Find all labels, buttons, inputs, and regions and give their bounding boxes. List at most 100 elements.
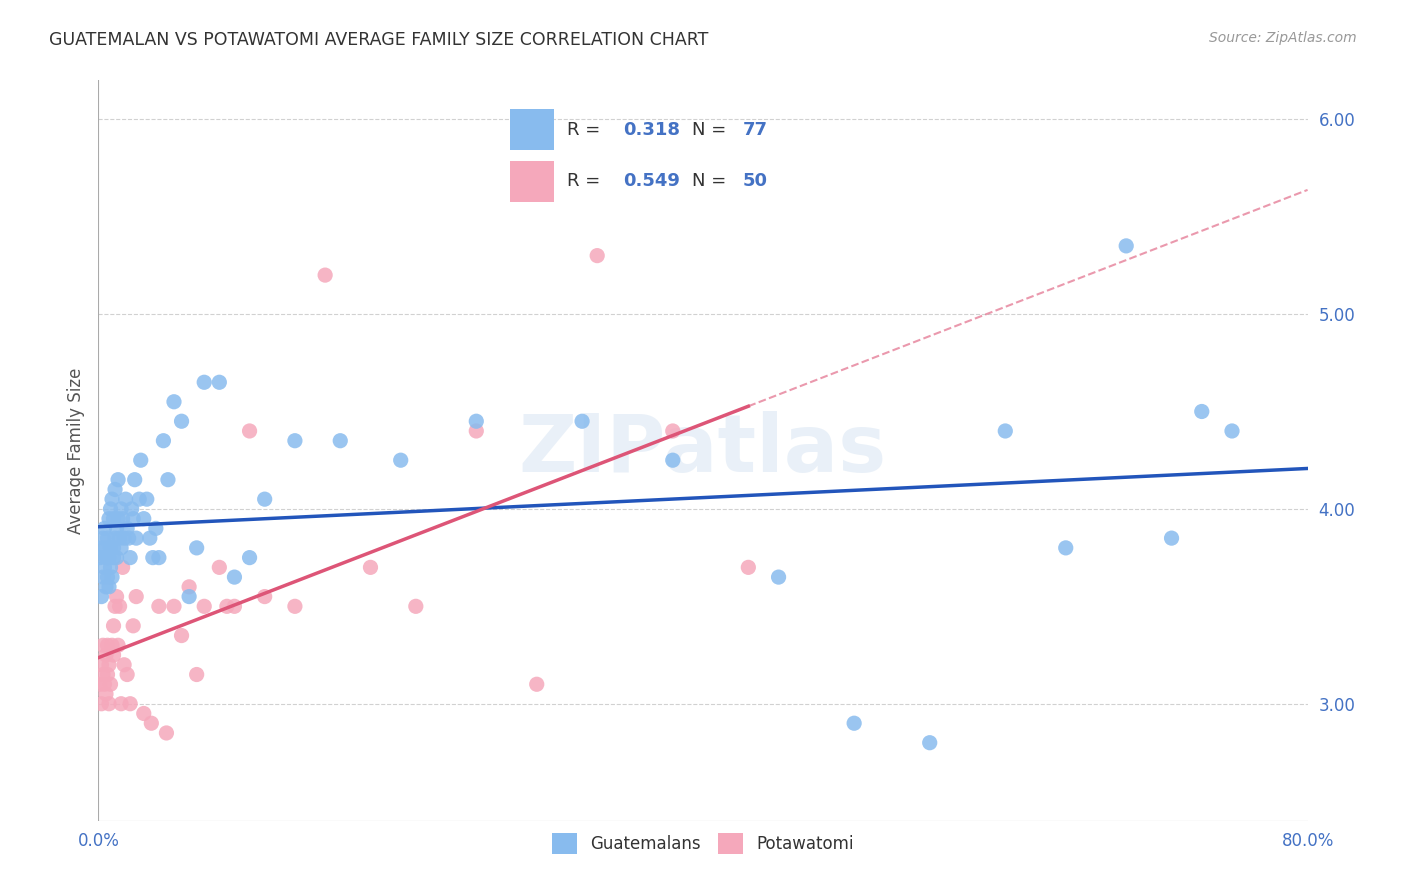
Point: [98, 697, 121, 711]
Point: [110, 541, 132, 555]
Point: [120, 697, 142, 711]
Point: [90, 541, 112, 555]
Point: [101, 492, 124, 507]
Point: [105, 521, 128, 535]
Point: [405, 599, 427, 614]
Point: [215, 599, 238, 614]
Point: [100, 502, 122, 516]
Point: [108, 599, 131, 614]
Legend: Guatemalans, Potawatomi: Guatemalans, Potawatomi: [546, 827, 860, 861]
Point: [163, 394, 186, 409]
Point: [112, 657, 135, 672]
Point: [586, 249, 609, 263]
Point: [111, 560, 134, 574]
Point: [120, 550, 142, 565]
Point: [360, 560, 382, 574]
Point: [208, 560, 231, 574]
Point: [96, 570, 118, 584]
Point: [103, 541, 125, 555]
Point: [124, 473, 146, 487]
Point: [101, 570, 124, 584]
Point: [90, 590, 112, 604]
Point: [98, 657, 121, 672]
Point: [98, 580, 121, 594]
Point: [94, 648, 117, 662]
Point: [186, 667, 208, 681]
Point: [1220, 424, 1243, 438]
Point: [122, 511, 145, 525]
Text: Source: ZipAtlas.com: Source: ZipAtlas.com: [1209, 31, 1357, 45]
Point: [112, 531, 135, 545]
Point: [122, 619, 145, 633]
Point: [571, 414, 593, 428]
Point: [129, 453, 152, 467]
Point: [768, 570, 790, 584]
Point: [389, 453, 412, 467]
Point: [1054, 541, 1077, 555]
Point: [96, 531, 118, 545]
Point: [93, 521, 115, 535]
Point: [103, 648, 125, 662]
Point: [179, 580, 201, 594]
Point: [125, 590, 148, 604]
Point: [93, 677, 115, 691]
Point: [90, 697, 112, 711]
Point: [104, 531, 127, 545]
Point: [110, 697, 132, 711]
Point: [163, 599, 186, 614]
Point: [142, 550, 165, 565]
Point: [90, 657, 112, 672]
Point: [94, 687, 117, 701]
Point: [104, 483, 127, 497]
Point: [139, 531, 162, 545]
Point: [224, 570, 246, 584]
Point: [239, 550, 262, 565]
Point: [98, 550, 121, 565]
Point: [128, 492, 150, 507]
Y-axis label: Average Family Size: Average Family Size: [66, 368, 84, 533]
Point: [103, 550, 125, 565]
Point: [114, 492, 136, 507]
Text: ZIPatlas: ZIPatlas: [519, 411, 887, 490]
Point: [132, 706, 155, 721]
Point: [103, 511, 125, 525]
Point: [141, 716, 163, 731]
Point: [94, 580, 117, 594]
Point: [115, 667, 138, 681]
Point: [284, 599, 307, 614]
Point: [91, 570, 114, 584]
Point: [208, 376, 231, 390]
Point: [107, 473, 129, 487]
Point: [156, 473, 179, 487]
Point: [89, 677, 111, 691]
Point: [148, 599, 170, 614]
Point: [96, 667, 118, 681]
Point: [844, 716, 866, 731]
Point: [110, 502, 132, 516]
Point: [108, 531, 131, 545]
Point: [96, 550, 118, 565]
Point: [115, 521, 138, 535]
Point: [105, 590, 128, 604]
Point: [93, 560, 115, 574]
Point: [107, 638, 129, 652]
Point: [132, 511, 155, 525]
Point: [179, 590, 201, 604]
Point: [91, 638, 114, 652]
Point: [994, 424, 1017, 438]
Point: [170, 628, 193, 642]
Point: [94, 541, 117, 555]
Point: [96, 638, 118, 652]
Point: [186, 541, 208, 555]
Point: [253, 590, 276, 604]
Point: [104, 599, 127, 614]
Point: [98, 511, 121, 525]
Point: [1160, 531, 1182, 545]
Point: [135, 492, 157, 507]
Point: [193, 376, 215, 390]
Point: [100, 677, 122, 691]
Point: [224, 599, 246, 614]
Point: [661, 453, 683, 467]
Point: [465, 424, 488, 438]
Point: [111, 511, 134, 525]
